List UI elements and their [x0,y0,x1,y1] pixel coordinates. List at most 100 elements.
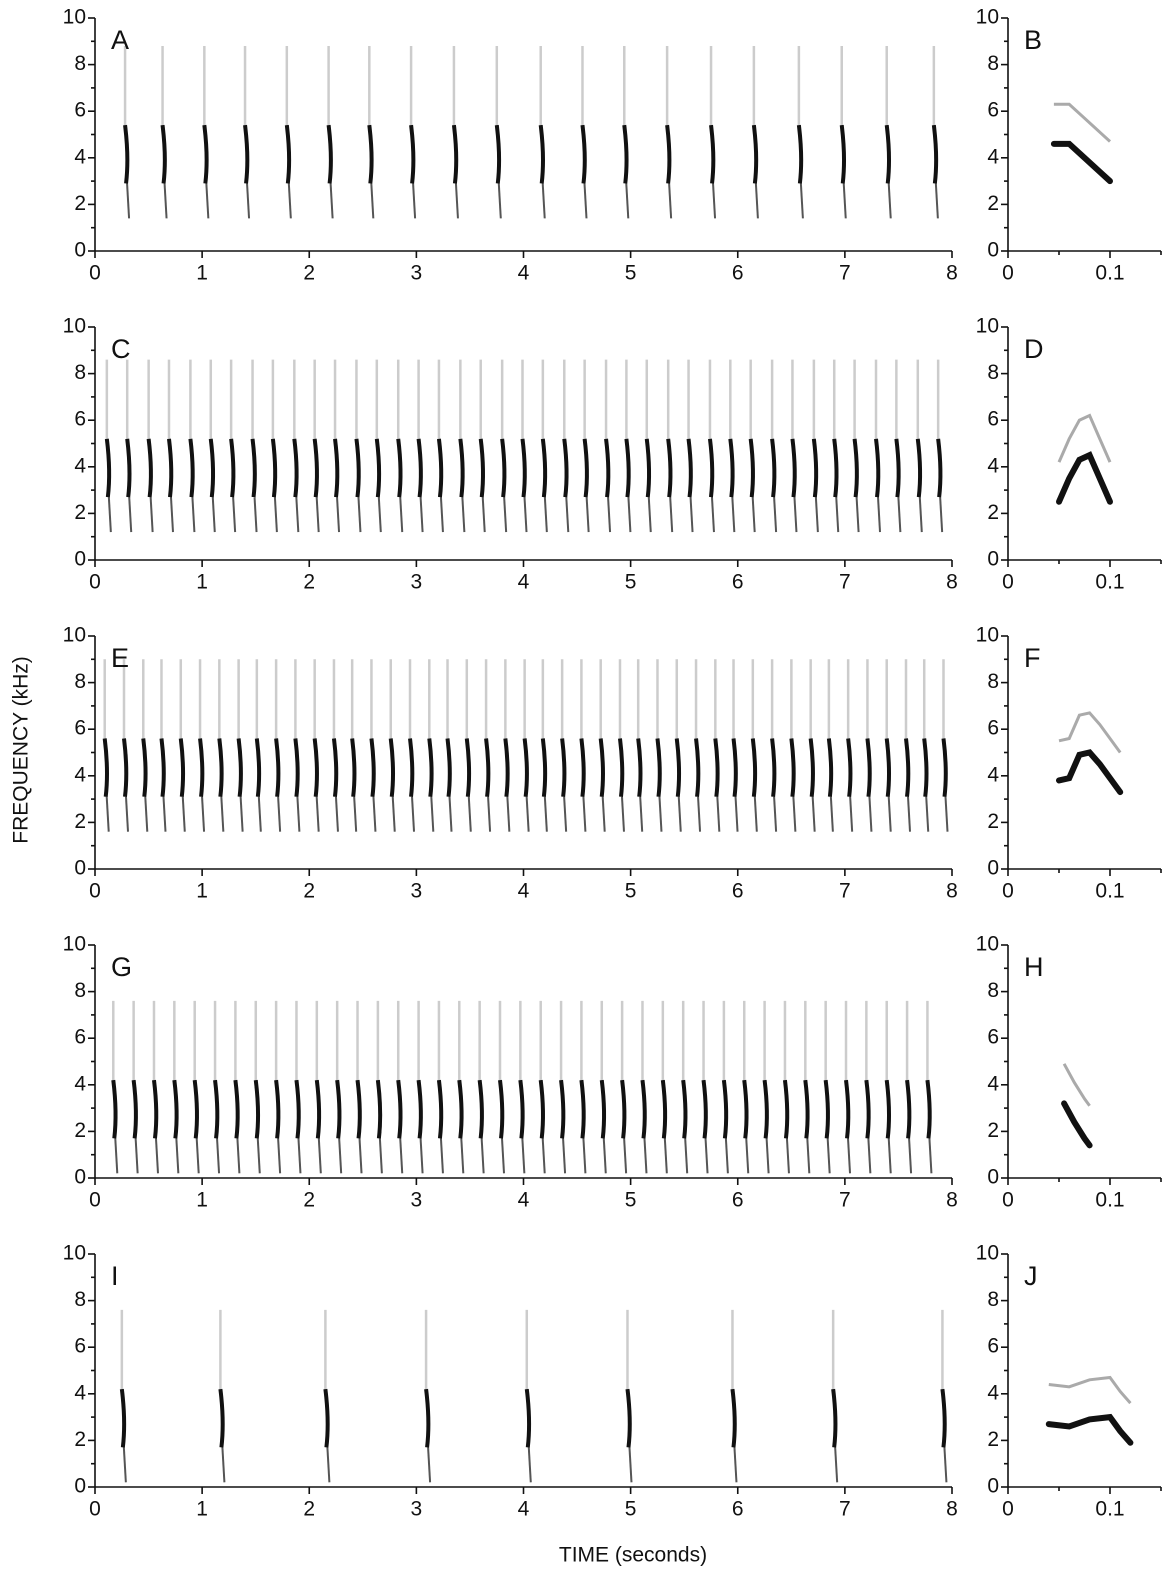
harmonic-lower [929,1138,931,1173]
syllable-core [149,439,151,497]
syllable-core [833,1389,835,1447]
syllable-core [143,739,145,797]
x-tick-label: 4 [518,880,530,903]
harmonic-lower [297,797,299,832]
syllable-core [541,125,543,183]
syllable-core [887,739,889,797]
y-tick-label: 8 [987,52,999,75]
x-tick-label: 3 [411,1189,423,1212]
harmonic-lower [691,497,693,532]
x-tick-label: 0 [1002,1498,1014,1521]
syllable-core [527,1389,529,1447]
panel: 024681000.1F [976,624,1161,903]
harmonic-lower [665,1138,667,1173]
syllable [181,659,185,831]
harmonic-lower [431,797,433,832]
harmonic-lower [371,183,373,218]
syllable-core [942,1389,944,1447]
syllable [174,1001,178,1173]
syllable [543,360,547,532]
syllable [107,360,111,532]
syllable [500,1001,504,1173]
syllable-core [581,739,583,797]
harmonic-lower [679,797,681,832]
y-tick-label: 10 [976,624,999,647]
harmonic-lower [626,183,628,218]
x-tick-label: 3 [411,880,423,903]
syllable-core [335,439,337,497]
x-tick-label: 0 [89,880,101,903]
syllable-core [480,1080,482,1138]
syllable-core [220,1389,222,1447]
syllable-core [256,1080,258,1138]
x-tick-label: 0.1 [1095,262,1124,285]
x-tick-label: 0 [89,1498,101,1521]
harmonic-lower [545,797,547,832]
harmonic-lower [176,1138,178,1173]
syllable-core [829,739,831,797]
y-tick-label: 8 [987,979,999,1002]
x-tick-label: 0.1 [1095,1498,1124,1521]
syllable [751,360,755,532]
harmonic-lower [255,497,257,532]
syllable [942,1310,946,1482]
syllable-core [846,1080,848,1138]
syllable [502,360,506,532]
harmonic-lower [358,497,360,532]
y-tick-label: 10 [976,315,999,338]
syllable-core [219,739,221,797]
harmonic-lower [499,183,501,218]
syllable [527,1310,531,1482]
syllable-core [358,1080,360,1138]
x-tick-label: 6 [732,1189,744,1212]
harmonic-lower [844,183,846,218]
y-tick-label: 8 [74,979,86,1002]
y-tick-label: 0 [74,857,86,880]
syllable [257,659,261,831]
syllable [907,1001,911,1173]
syllable-core [481,439,483,497]
syllable-core [410,739,412,797]
syllable [585,360,589,532]
syllable-core [866,1080,868,1138]
syllable-core [938,439,940,497]
syllable [523,360,527,532]
y-tick-label: 6 [987,99,999,122]
syllable-core [154,1080,156,1138]
syllable [561,1001,565,1173]
syllable-core [161,739,163,797]
y-tick-label: 4 [74,763,86,786]
syllable [924,659,928,831]
y-tick-label: 4 [987,1381,999,1404]
syllable-core [525,739,527,797]
syllable-core [647,439,649,497]
harmonic-lower [504,497,506,532]
harmonic-lower [317,497,319,532]
syllable-core [624,125,626,183]
figure: FREQUENCY (kHz) TIME (seconds) 024681001… [0,0,1174,1580]
syllable-core [231,439,233,497]
syllable [460,360,464,532]
syllable-core [730,439,732,497]
syllable [833,1310,837,1482]
syllable-core [696,739,698,797]
x-tick-label: 1 [196,262,208,285]
syllable [335,360,339,532]
harmonic-lower [354,797,356,832]
x-tick-label: 3 [411,1498,423,1521]
harmonic-lower [421,497,423,532]
syllable-core [163,125,165,183]
syllable-core [842,125,844,183]
harmonic-lower [564,797,566,832]
y-tick-label: 10 [976,933,999,956]
syllable-core [273,439,275,497]
syllable-core [439,439,441,497]
harmonic-lower [816,497,818,532]
harmonic-lower [360,1138,362,1173]
syllable-core [848,739,850,797]
harmonic-lower [813,797,815,832]
harmonic-lower [124,1447,126,1482]
syllable-core [811,739,813,797]
harmonic-lower [587,497,589,532]
